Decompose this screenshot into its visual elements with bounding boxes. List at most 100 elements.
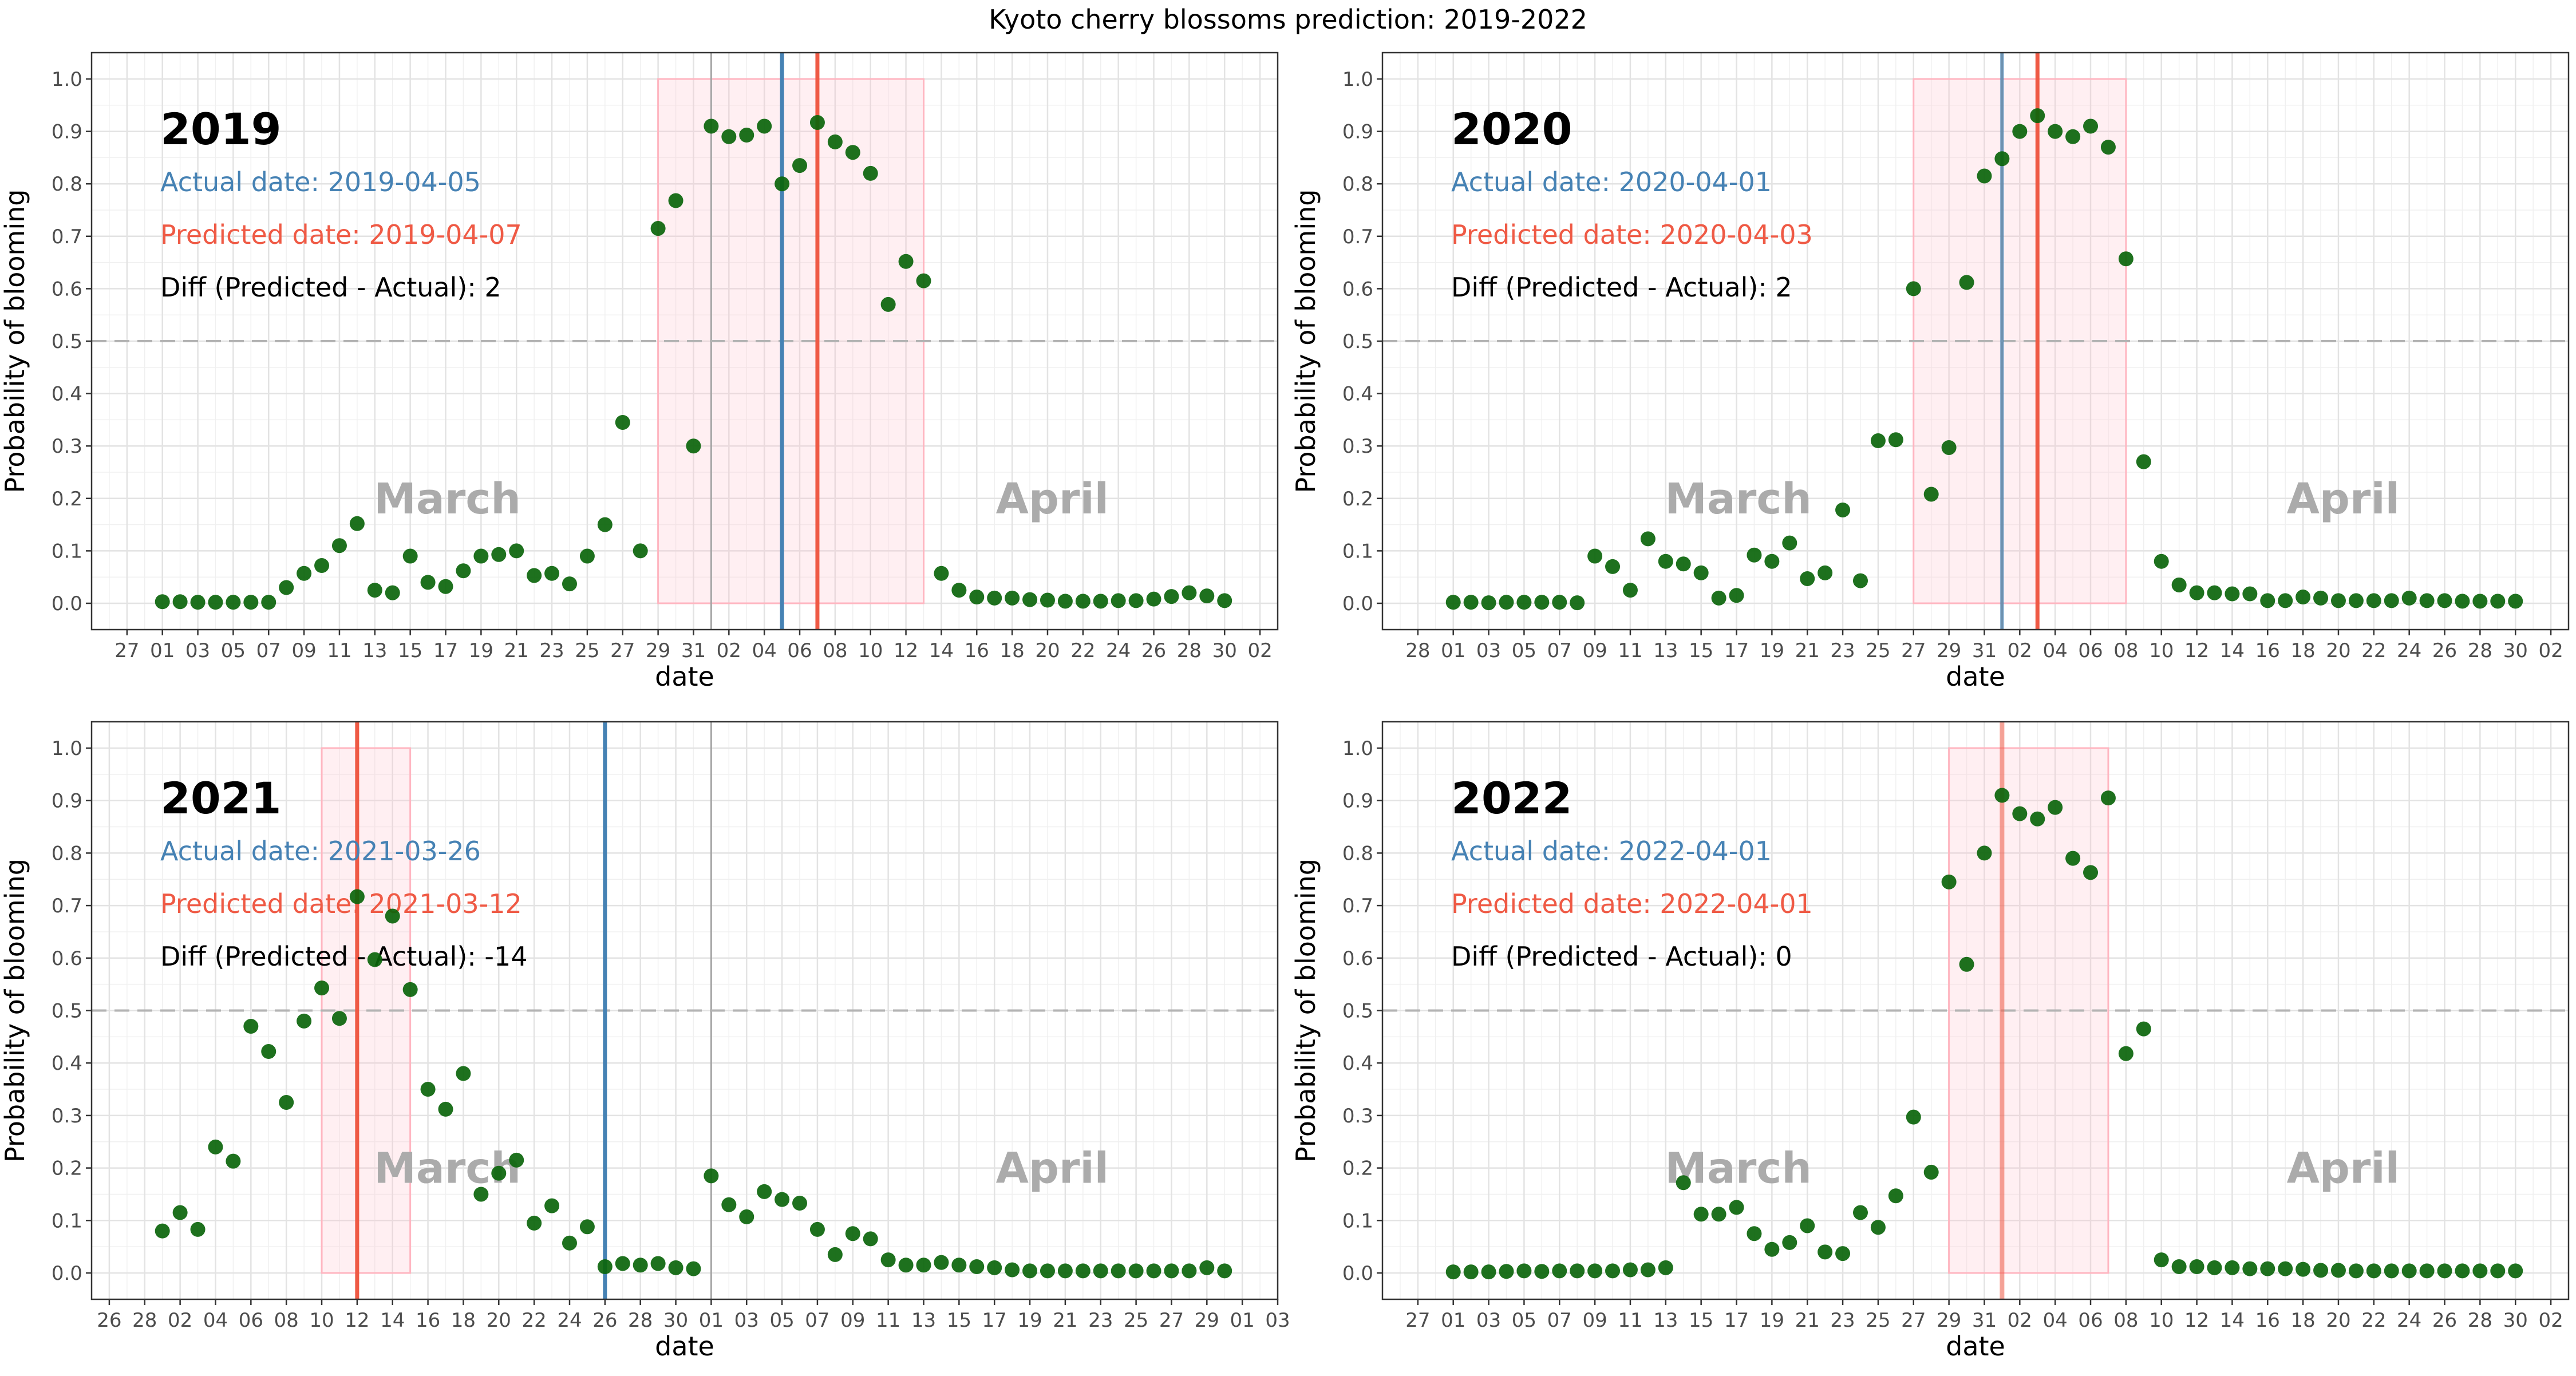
data-point	[898, 254, 914, 269]
data-point	[473, 548, 489, 564]
x-tick-label: 21	[1795, 639, 1820, 662]
data-point	[597, 1259, 613, 1274]
x-tick-label: 12	[2184, 639, 2209, 662]
year-label: 2021	[160, 773, 282, 824]
data-point	[190, 1221, 206, 1237]
y-tick-label: 0.3	[1342, 1105, 1373, 1128]
data-point	[1463, 595, 1479, 610]
data-point	[2260, 1261, 2275, 1276]
x-tick-label: 12	[345, 1309, 369, 1332]
x-tick-label: 14	[929, 639, 954, 662]
y-tick-label: 0.9	[1342, 790, 1373, 813]
y-axis-title: Probability of blooming	[1290, 189, 1321, 493]
data-point	[668, 193, 683, 208]
data-point	[172, 594, 188, 610]
data-point	[2189, 585, 2204, 600]
actual-date-label: Actual date: 2019-04-05	[160, 167, 481, 197]
data-point	[1835, 502, 1851, 517]
data-point	[650, 1256, 666, 1271]
data-point	[898, 1258, 914, 1273]
data-point	[1764, 553, 1780, 569]
data-point	[1959, 956, 1974, 972]
x-axis-title: date	[655, 661, 714, 692]
x-tick-label: 25	[575, 639, 599, 662]
x-tick-label: 04	[203, 1309, 228, 1332]
x-tick-label: 11	[1618, 1309, 1642, 1332]
data-point	[279, 1094, 294, 1110]
x-tick-label: 09	[1582, 1309, 1607, 1332]
data-point	[1888, 432, 1903, 448]
data-point	[2472, 1263, 2488, 1279]
x-tick-label: 20	[2326, 639, 2350, 662]
x-tick-label: 19	[1760, 1309, 1784, 1332]
x-tick-label: 01	[1441, 1309, 1465, 1332]
data-point	[2455, 1263, 2470, 1279]
data-point	[473, 1187, 489, 1202]
data-point	[297, 1013, 312, 1029]
data-point	[1445, 595, 1461, 610]
data-point	[633, 1258, 648, 1273]
x-tick-label: 30	[1212, 639, 1237, 662]
data-point	[2154, 1252, 2169, 1268]
x-tick-label: 18	[999, 639, 1024, 662]
data-point	[456, 563, 471, 579]
x-tick-label: 17	[433, 639, 458, 662]
data-point	[2048, 800, 2063, 815]
month-label-april: April	[2287, 475, 2400, 524]
y-tick-label: 1.0	[52, 68, 82, 91]
x-tick-label: 31	[681, 639, 706, 662]
x-tick-label: 19	[469, 639, 493, 662]
data-point	[934, 566, 949, 581]
x-tick-label: 21	[504, 639, 529, 662]
month-label-april: April	[996, 1144, 1109, 1193]
data-point	[2313, 1263, 2329, 1278]
data-point	[1516, 595, 1532, 610]
x-tick-label: 07	[1547, 1309, 1572, 1332]
data-point	[243, 595, 259, 610]
data-point	[1146, 591, 1161, 607]
x-tick-label: 29	[1195, 1309, 1219, 1332]
y-tick-label: 0.4	[52, 383, 82, 406]
data-point	[721, 129, 737, 144]
data-point	[1693, 1207, 1709, 1222]
x-tick-label: 10	[858, 639, 883, 662]
x-tick-label: 14	[2220, 639, 2245, 662]
data-point	[226, 595, 241, 610]
data-point	[615, 1256, 630, 1271]
data-point	[1199, 1260, 1215, 1275]
y-tick-label: 0.1	[1342, 1209, 1373, 1232]
data-point	[2419, 593, 2435, 608]
data-point	[2171, 1259, 2187, 1274]
x-tick-label: 25	[1866, 639, 1890, 662]
x-tick-label: 17	[1724, 1309, 1749, 1332]
data-point	[367, 583, 382, 598]
data-point	[1994, 151, 2010, 167]
data-point	[1534, 595, 1550, 610]
x-tick-label: 01	[1441, 639, 1465, 662]
data-point	[1605, 1263, 1621, 1279]
month-label-march: March	[1665, 475, 1812, 524]
data-point	[1729, 588, 1744, 603]
y-tick-label: 0.7	[1342, 895, 1373, 918]
data-point	[1040, 1263, 1055, 1279]
data-point	[402, 982, 418, 997]
data-point	[827, 1247, 843, 1262]
data-point	[2207, 1260, 2222, 1275]
x-tick-label: 05	[1512, 639, 1536, 662]
x-tick-label: 16	[416, 1309, 440, 1332]
data-point	[2225, 586, 2240, 602]
data-point	[792, 158, 808, 173]
data-point	[704, 118, 719, 134]
x-tick-label: 18	[2290, 639, 2315, 662]
data-point	[739, 128, 754, 143]
actual-date-label: Actual date: 2020-04-01	[1451, 167, 1772, 197]
data-point	[2118, 1046, 2134, 1061]
x-tick-label: 20	[487, 1309, 511, 1332]
x-tick-label: 10	[2149, 1309, 2174, 1332]
data-point	[1941, 440, 1957, 455]
data-point	[2419, 1263, 2435, 1279]
predicted-date-label: Predicted date: 2019-04-07	[160, 219, 522, 250]
x-tick-label: 01	[699, 1309, 724, 1332]
data-point	[1516, 1263, 1532, 1279]
